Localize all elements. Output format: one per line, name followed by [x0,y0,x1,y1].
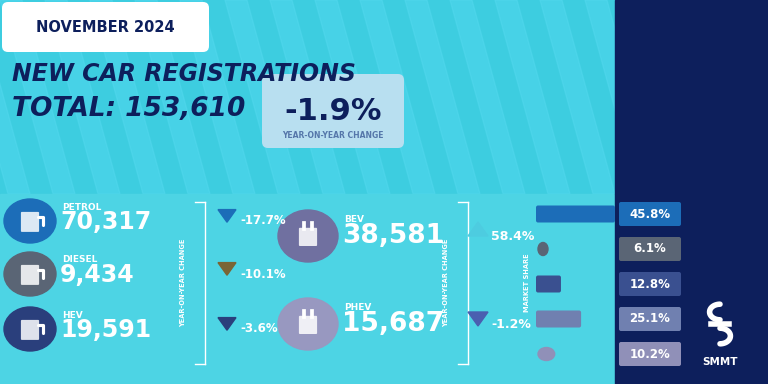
Text: TOTAL: 153,610: TOTAL: 153,610 [12,96,245,122]
Polygon shape [405,0,480,194]
Ellipse shape [538,243,548,255]
Text: PETROL: PETROL [62,202,101,212]
FancyBboxPatch shape [619,307,681,331]
Polygon shape [615,0,768,194]
Polygon shape [90,0,165,194]
Text: -1.9%: -1.9% [284,98,382,126]
FancyBboxPatch shape [619,237,681,261]
Text: 6.1%: 6.1% [634,243,667,255]
FancyBboxPatch shape [21,265,39,285]
Text: 70,317: 70,317 [60,210,151,234]
FancyBboxPatch shape [299,228,317,246]
FancyBboxPatch shape [536,311,581,328]
Text: YEAR-ON-YEAR CHANGE: YEAR-ON-YEAR CHANGE [180,239,186,327]
Polygon shape [180,0,255,194]
Polygon shape [585,0,660,194]
Ellipse shape [538,348,554,361]
Polygon shape [495,0,570,194]
Polygon shape [0,194,768,384]
Text: NOVEMBER 2024: NOVEMBER 2024 [35,20,174,35]
Text: YEAR-ON-YEAR CHANGE: YEAR-ON-YEAR CHANGE [283,131,384,141]
Ellipse shape [278,298,338,350]
Polygon shape [45,0,120,194]
Text: 15,687: 15,687 [342,311,444,337]
FancyBboxPatch shape [21,212,39,232]
Text: 45.8%: 45.8% [630,207,670,220]
Text: HEV: HEV [62,311,83,319]
FancyBboxPatch shape [536,205,615,222]
Text: 12.8%: 12.8% [630,278,670,291]
Text: -1.2%: -1.2% [491,318,531,331]
Polygon shape [135,0,210,194]
Text: 9,434: 9,434 [60,263,134,287]
Polygon shape [225,0,300,194]
Text: 25.1%: 25.1% [630,313,670,326]
FancyBboxPatch shape [299,316,317,334]
FancyBboxPatch shape [536,275,561,293]
Text: -3.6%: -3.6% [240,323,277,336]
FancyBboxPatch shape [619,202,681,226]
FancyBboxPatch shape [262,74,404,148]
Polygon shape [615,194,768,384]
FancyBboxPatch shape [619,342,681,366]
Polygon shape [765,0,768,194]
Polygon shape [218,263,236,275]
Polygon shape [0,0,75,194]
Text: 19,591: 19,591 [60,318,151,342]
Polygon shape [630,0,705,194]
Text: YEAR-ON-YEAR CHANGE: YEAR-ON-YEAR CHANGE [443,239,449,327]
Polygon shape [315,0,390,194]
Text: SMMT: SMMT [702,357,738,367]
Polygon shape [218,318,236,330]
Text: 38,581: 38,581 [342,223,444,249]
Text: -10.1%: -10.1% [240,268,286,280]
FancyBboxPatch shape [2,2,209,52]
Polygon shape [218,210,236,222]
Text: 58.4%: 58.4% [491,230,535,243]
Polygon shape [270,0,345,194]
Text: -17.7%: -17.7% [240,215,286,227]
Text: NEW CAR REGISTRATIONS: NEW CAR REGISTRATIONS [12,62,356,86]
Ellipse shape [4,199,56,243]
Polygon shape [0,0,30,194]
Ellipse shape [4,307,56,351]
Polygon shape [360,0,435,194]
Text: MARKET SHARE: MARKET SHARE [524,254,530,312]
Ellipse shape [4,252,56,296]
Polygon shape [675,0,750,194]
Polygon shape [468,222,488,236]
Polygon shape [540,0,615,194]
Polygon shape [450,0,525,194]
Text: BEV: BEV [344,215,364,225]
Text: 10.2%: 10.2% [630,348,670,361]
Text: DIESEL: DIESEL [62,255,98,265]
FancyBboxPatch shape [21,320,39,340]
Text: PHEV: PHEV [344,303,372,313]
Polygon shape [720,0,768,194]
FancyBboxPatch shape [619,272,681,296]
Ellipse shape [278,210,338,262]
Polygon shape [468,312,488,326]
